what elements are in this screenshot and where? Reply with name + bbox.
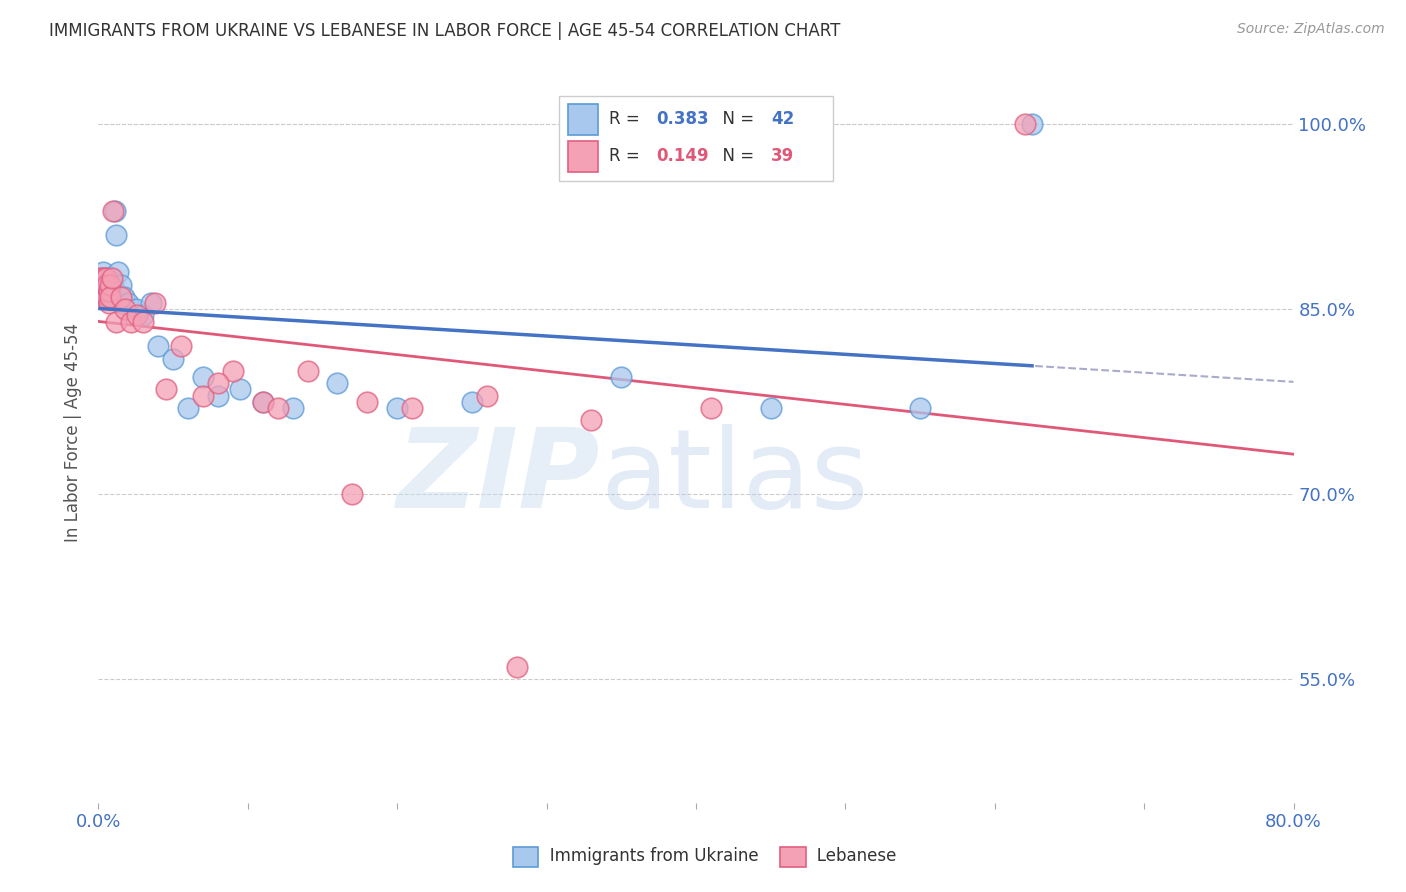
Text: R =: R = — [609, 147, 645, 165]
Text: Lebanese: Lebanese — [801, 847, 897, 865]
Point — [326, 376, 349, 391]
Point — [461, 394, 484, 409]
Point — [90, 277, 112, 292]
Point — [162, 351, 184, 366]
Text: 42: 42 — [772, 111, 794, 128]
Point — [132, 315, 155, 329]
Point — [91, 284, 114, 298]
Text: IMMIGRANTS FROM UKRAINE VS LEBANESE IN LABOR FORCE | AGE 45-54 CORRELATION CHART: IMMIGRANTS FROM UKRAINE VS LEBANESE IN L… — [49, 22, 841, 40]
Point — [267, 401, 290, 415]
Point — [93, 277, 115, 292]
Point — [207, 376, 229, 391]
Point — [342, 487, 364, 501]
Point — [385, 401, 409, 415]
Point — [89, 277, 111, 292]
Point — [90, 271, 112, 285]
Point — [93, 284, 115, 298]
Point — [1014, 117, 1036, 131]
Point — [581, 413, 603, 427]
Point — [207, 389, 229, 403]
Point — [94, 277, 117, 292]
Point — [91, 271, 114, 285]
Point — [229, 383, 252, 397]
Point — [112, 290, 135, 304]
Point — [94, 284, 117, 298]
Text: atlas: atlas — [600, 424, 869, 531]
Point — [191, 370, 214, 384]
Point — [93, 271, 115, 285]
Point — [222, 364, 245, 378]
Point — [97, 296, 120, 310]
Point — [98, 271, 122, 285]
Point — [356, 394, 378, 409]
Text: Source: ZipAtlas.com: Source: ZipAtlas.com — [1237, 22, 1385, 37]
Point — [94, 290, 117, 304]
Point — [107, 265, 129, 279]
Point — [89, 271, 111, 285]
Point — [177, 401, 200, 415]
Point — [191, 389, 214, 403]
Point — [132, 309, 155, 323]
Point — [93, 290, 115, 304]
Bar — [558, 95, 834, 181]
Point — [101, 290, 124, 304]
Text: R =: R = — [609, 111, 645, 128]
Point — [101, 277, 124, 292]
Text: N =: N = — [711, 147, 759, 165]
Point — [101, 271, 124, 285]
Point — [297, 364, 319, 378]
Point — [103, 277, 125, 292]
Text: 39: 39 — [772, 147, 794, 165]
Text: ZIP: ZIP — [396, 424, 600, 531]
Point — [96, 277, 118, 292]
Point — [143, 296, 166, 310]
Point — [103, 290, 125, 304]
Point — [1021, 117, 1043, 131]
Point — [125, 302, 148, 317]
Point — [114, 302, 136, 317]
Point — [98, 290, 122, 304]
Point — [252, 394, 274, 409]
Text: N =: N = — [711, 111, 759, 128]
Point — [506, 660, 529, 674]
Point — [155, 383, 177, 397]
Text: 0.149: 0.149 — [657, 147, 709, 165]
Point — [120, 315, 142, 329]
Point — [96, 271, 118, 285]
Point — [98, 277, 122, 292]
Point — [148, 339, 170, 353]
Point — [759, 401, 782, 415]
Point — [252, 394, 274, 409]
Bar — [568, 103, 598, 135]
Point — [91, 277, 114, 292]
Point — [98, 284, 122, 298]
Point — [94, 271, 117, 285]
Point — [96, 284, 118, 298]
Point — [105, 315, 128, 329]
Point — [110, 277, 132, 292]
Point — [610, 370, 633, 384]
Point — [110, 290, 132, 304]
Point — [139, 296, 162, 310]
Bar — [568, 141, 598, 172]
Point — [105, 228, 128, 243]
Point — [97, 290, 120, 304]
Point — [127, 309, 149, 323]
Point — [117, 296, 139, 310]
Point — [97, 284, 120, 298]
Point — [96, 290, 118, 304]
Point — [104, 203, 127, 218]
Point — [700, 401, 723, 415]
Point — [91, 265, 114, 279]
Point — [103, 203, 125, 218]
Point — [908, 401, 931, 415]
Y-axis label: In Labor Force | Age 45-54: In Labor Force | Age 45-54 — [65, 323, 83, 542]
Text: 0.383: 0.383 — [657, 111, 709, 128]
Text: Immigrants from Ukraine: Immigrants from Ukraine — [534, 847, 759, 865]
Point — [169, 339, 191, 353]
Point — [475, 389, 498, 403]
Point — [97, 277, 120, 292]
Point — [281, 401, 304, 415]
Point — [401, 401, 423, 415]
